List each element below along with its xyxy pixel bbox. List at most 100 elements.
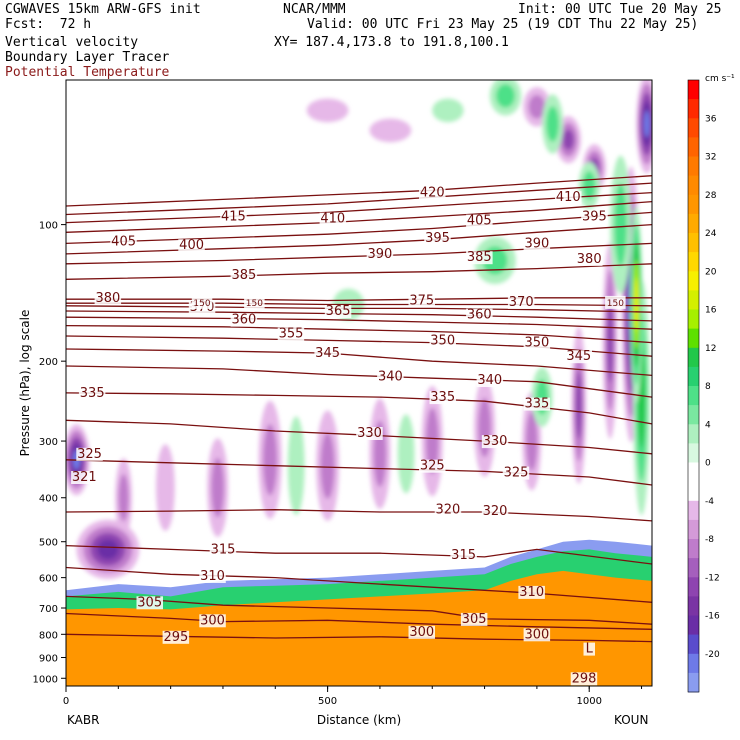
theta-label: 150 [246,299,263,309]
theta-contour [66,612,652,630]
theta-label: 380 [95,291,120,306]
theta-label-backdrop [565,350,592,364]
theta-label-backdrop [518,585,545,599]
theta-label: 405 [467,214,492,229]
theta-label: 345 [315,346,340,361]
w-cell [211,458,224,518]
y-tick-label: 500 [39,538,58,549]
y-tick-label: 1000 [33,674,58,685]
w-cell [397,414,415,494]
colorbar-segment [688,213,699,234]
theta-label: 320 [435,503,460,518]
theta-contour [66,348,652,377]
w-cell [526,411,538,471]
theta-label: 150 [193,299,210,309]
colorbar-tick-label: 12 [705,344,716,354]
cross-section-endpoints: XY= 187.4,173.8 to 191.8,100.1 [274,35,509,50]
colorbar-unit: cm s⁻¹ [705,74,735,84]
theta-label-backdrop [230,268,258,282]
y-tick-label: 200 [39,357,58,368]
theta-label: 395 [582,210,607,225]
theta-label-backdrop [314,347,341,361]
theta-label-backdrop [429,334,456,348]
theta-label: 340 [477,373,502,388]
theta-label: 350 [524,336,549,351]
field-boundary-layer-tracer: Boundary Layer Tracer [5,50,170,65]
theta-label: 325 [77,447,102,462]
colorbar-segment [688,405,699,425]
theta-contour [66,211,652,245]
colorbar-tick-label: 20 [705,267,717,277]
theta-contour [66,324,652,344]
x-tick-label: 0 [63,696,69,707]
theta-label: 360 [467,308,492,323]
left-endpoint-label: KABR [67,713,99,727]
colorbar-segment [688,558,699,578]
theta-label-backdrop [408,625,435,639]
colorbar-segment [688,462,699,483]
theta-label-backdrop [434,503,462,517]
theta-label-backdrop [199,570,226,583]
field-vertical-velocity: Vertical velocity [5,35,139,50]
theta-label-backdrop [178,239,205,253]
boundary-layer-tracer [66,539,652,686]
theta-label-backdrop [583,642,595,656]
theta-label: 370 [509,295,534,310]
theta-label-backdrop [570,672,598,686]
theta-contour [66,509,652,522]
theta-label-backdrop [429,391,456,405]
w-cell [306,98,349,123]
colorbar-tick-label: -20 [705,650,720,660]
theta-label: 325 [504,466,529,481]
theta-label: 298 [572,671,597,686]
colorbar-segment [688,309,699,330]
theta-label-backdrop [605,295,626,309]
y-tick-label: 300 [39,437,58,448]
theta-label-backdrop [199,614,226,628]
theta-contour [66,316,652,330]
theta-label-backdrop [466,214,493,228]
theta-label-backdrop [523,336,551,350]
colorbar-tick-label: 8 [705,382,711,392]
colorbar-tick-label: -8 [705,535,714,545]
x-tick-label: 500 [318,696,337,707]
theta-label-backdrop [209,543,237,557]
theta-label-backdrop [481,505,509,519]
w-cell [263,424,277,496]
colorbar-segment [688,577,699,597]
theta-label-backdrop [424,231,451,245]
theta-contour [66,459,652,486]
theta-label: 305 [462,612,487,627]
colorbar-segment [688,252,699,272]
theta-label: 310 [519,585,544,600]
theta-label-backdrop [76,447,103,461]
y-tick-label: 900 [39,654,58,665]
colorbar-segment [688,443,699,463]
theta-label: 330 [357,426,382,441]
colorbar-segment [688,500,699,521]
x-tick-label: 1000 [576,696,601,707]
bl-inner-band [66,570,652,686]
theta-label-backdrop [94,291,122,305]
theta-contour [66,544,652,565]
w-cell [528,95,546,119]
colorbar: 36 32 28 24 20 16 12 8 4 0 -4 -8 -12 -16 -20 [687,79,720,693]
theta-label: 385 [231,268,256,283]
forecast-hour: Fcst: 72 h [5,17,92,32]
theta-label-backdrop [408,294,435,308]
theta-label-backdrop [244,295,265,309]
theta-label: 335 [524,397,549,412]
theta-label-backdrop [78,386,106,400]
theta-label: 345 [566,349,591,364]
w-cell [118,474,129,522]
x-axis-title: Distance (km) [317,713,401,727]
theta-label: 300 [524,627,549,642]
y-tick-label: 700 [39,604,58,615]
theta-label-backdrop [110,235,137,249]
theta-label-backdrop [162,630,190,644]
theta-label: 420 [420,186,445,201]
y-tick-label: 600 [39,574,58,585]
theta-label-backdrop [476,374,504,387]
theta-label-backdrop [319,212,347,226]
